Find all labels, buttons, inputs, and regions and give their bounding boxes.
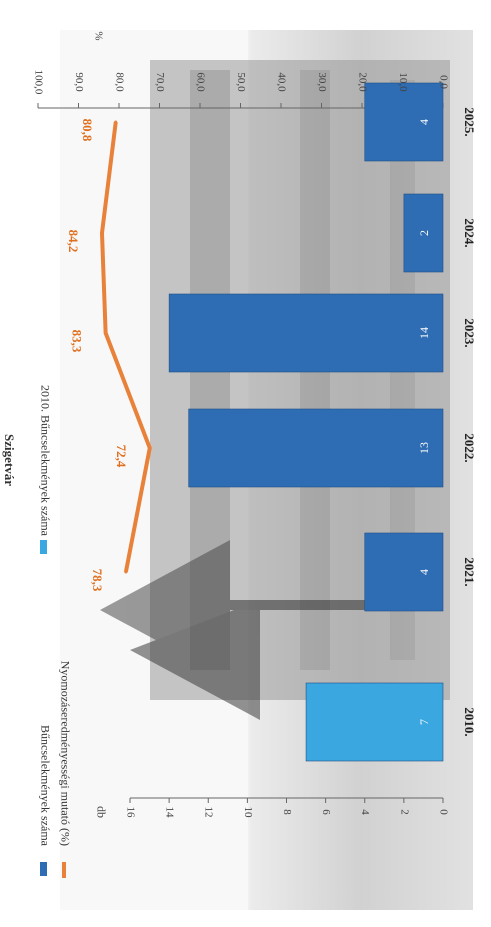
legend-swatch-2010 [40,540,47,554]
series-point [124,570,128,574]
pct-axis-tick-label: 50,0 [235,72,247,92]
bar [168,293,444,373]
series-point [114,120,118,124]
line-value-label: 72,4 [114,445,129,468]
bar-value-label: 13 [417,442,431,454]
category-label: 2023. [462,318,477,347]
series-point [100,231,104,235]
category-label: 2022. [462,433,477,462]
count-axis-tick-label: 2 [398,809,410,815]
bar [364,532,444,612]
count-axis-tick-label: 16 [124,807,136,819]
category-label: 2025. [462,107,477,136]
series-point [148,446,152,450]
count-axis-tick-label: 0 [437,809,449,815]
bar [364,82,444,162]
line-value-label: 83,3 [70,330,85,353]
pct-axis-tick-label: 90,0 [73,72,85,92]
line-value-label: 78,3 [90,569,105,592]
count-axis-tick-label: 6 [320,809,332,815]
bar-value-label: 2 [417,230,431,236]
count-axis-tick-label: 12 [203,807,215,818]
bar [403,193,444,273]
pct-axis-tick-label: 80,0 [113,72,125,92]
pct-axis-tick-label: 70,0 [154,72,166,92]
category-label: 2010. [462,707,477,736]
pct-axis-tick-label: 20,0 [356,72,368,92]
count-axis-tick-label: 14 [164,807,176,819]
category-label: 2024. [462,218,477,247]
bar-value-label: 4 [417,569,431,575]
pct-axis-unit: % [92,31,104,40]
legend-label-line: Nyomozáseredményességi mutató (%) [58,661,72,846]
pct-axis-tick-label: 40,0 [275,72,287,92]
count-axis-unit: db [94,806,108,818]
chart-title: Szigetvár [2,434,17,486]
legend-swatch-line [62,862,66,878]
pct-axis-tick-label: 60,0 [194,72,206,92]
line-value-label: 84,2 [66,230,81,253]
legend-label-2010: 2010. Bűncselekmények száma [38,385,52,537]
line-value-label: 80,8 [80,119,95,142]
bar-value-label: 14 [417,327,431,339]
legend-label-bars: Bűncselekmények száma [38,725,52,847]
pct-axis-tick-label: 100,0 [32,70,44,95]
legend-swatch-bars [40,862,47,876]
count-axis-tick-label: 4 [359,809,371,815]
count-axis-tick-label: 10 [242,807,254,819]
category-label: 2021. [462,557,477,586]
pct-axis-tick-label: 0,0 [437,75,449,89]
bar-value-label: 7 [417,719,431,725]
bar [305,682,444,762]
pct-axis-tick-label: 30,0 [316,72,328,92]
bar [188,408,444,488]
bar-value-label: 4 [417,119,431,125]
photo-tree [100,540,430,720]
count-axis-tick-label: 8 [281,809,293,815]
series-point [104,331,108,335]
pct-axis-tick-label: 10,0 [397,72,409,92]
